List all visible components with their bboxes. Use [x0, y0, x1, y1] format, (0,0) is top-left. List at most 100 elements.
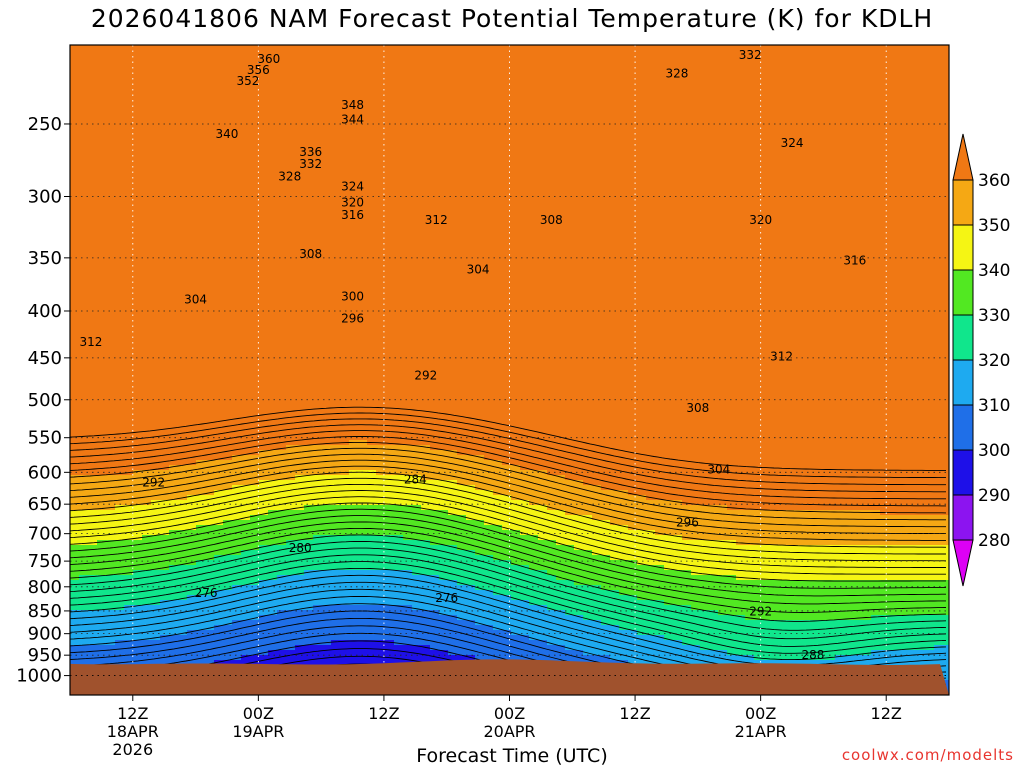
field-cell	[826, 125, 836, 131]
field-cell	[547, 295, 557, 301]
field-cell	[313, 135, 323, 141]
field-cell	[718, 130, 728, 136]
field-cell	[574, 45, 584, 51]
field-cell	[277, 220, 287, 226]
field-cell	[322, 80, 332, 86]
field-cell	[736, 195, 746, 201]
field-cell	[790, 155, 800, 161]
field-cell	[241, 75, 251, 81]
field-cell	[385, 285, 395, 291]
field-cell	[340, 80, 350, 86]
field-cell	[763, 110, 773, 116]
field-cell	[763, 195, 773, 201]
field-cell	[943, 130, 949, 136]
field-cell	[511, 175, 521, 181]
field-cell	[817, 290, 827, 296]
field-cell	[466, 90, 476, 96]
field-cell	[637, 135, 647, 141]
field-cell	[259, 250, 269, 256]
field-cell	[718, 50, 728, 56]
field-cell	[853, 235, 863, 241]
field-cell	[718, 285, 728, 291]
field-cell	[907, 120, 917, 126]
field-cell	[196, 270, 206, 276]
field-cell	[808, 260, 818, 266]
field-cell	[277, 185, 287, 191]
field-cell	[583, 245, 593, 251]
field-cell	[448, 55, 458, 61]
field-cell	[259, 110, 269, 116]
field-cell	[367, 115, 377, 121]
field-cell	[151, 75, 161, 81]
field-cell	[403, 220, 413, 226]
field-cell	[781, 240, 791, 246]
field-cell	[358, 105, 368, 111]
field-cell	[457, 140, 467, 146]
field-cell	[547, 190, 557, 196]
field-cell	[709, 110, 719, 116]
field-cell	[925, 195, 935, 201]
field-cell	[853, 280, 863, 286]
field-cell	[304, 110, 314, 116]
field-cell	[592, 180, 602, 186]
field-cell	[934, 85, 944, 91]
field-cell	[853, 110, 863, 116]
field-cell	[412, 45, 422, 51]
field-cell	[943, 65, 949, 71]
field-cell	[511, 150, 521, 156]
field-cell	[358, 50, 368, 56]
field-cell	[520, 55, 530, 61]
field-cell	[610, 70, 620, 76]
field-cell	[538, 85, 548, 91]
field-cell	[250, 200, 260, 206]
field-cell	[295, 245, 305, 251]
field-cell	[349, 60, 359, 66]
field-cell	[457, 85, 467, 91]
field-cell	[727, 145, 737, 151]
field-cell	[196, 170, 206, 176]
field-cell	[394, 110, 404, 116]
field-cell	[439, 255, 449, 261]
field-cell	[232, 260, 242, 266]
field-cell	[799, 265, 809, 271]
field-cell	[889, 115, 899, 121]
field-cell	[817, 160, 827, 166]
field-cell	[124, 110, 134, 116]
field-cell	[520, 265, 530, 271]
field-cell	[844, 285, 854, 291]
field-cell	[448, 295, 458, 301]
field-cell	[340, 240, 350, 246]
field-cell	[322, 155, 332, 161]
field-cell	[196, 220, 206, 226]
field-cell	[799, 215, 809, 221]
field-cell	[250, 185, 260, 191]
field-cell	[862, 105, 872, 111]
field-cell	[808, 240, 818, 246]
field-cell	[268, 225, 278, 231]
field-cell	[592, 270, 602, 276]
field-cell	[457, 110, 467, 116]
field-cell	[763, 230, 773, 236]
field-cell	[547, 55, 557, 61]
field-cell	[277, 260, 287, 266]
field-cell	[637, 95, 647, 101]
field-cell	[322, 165, 332, 171]
field-cell	[745, 55, 755, 61]
field-cell	[790, 295, 800, 301]
field-cell	[655, 150, 665, 156]
field-cell	[286, 265, 296, 271]
field-cell	[331, 185, 341, 191]
field-cell	[457, 250, 467, 256]
field-cell	[439, 75, 449, 81]
field-cell	[439, 240, 449, 246]
field-cell	[484, 105, 494, 111]
field-cell	[322, 170, 332, 176]
field-cell	[250, 85, 260, 91]
field-cell	[466, 200, 476, 206]
field-cell	[925, 160, 935, 166]
field-cell	[196, 65, 206, 71]
field-cell	[376, 140, 386, 146]
field-cell	[250, 210, 260, 216]
field-cell	[754, 250, 764, 256]
field-cell	[502, 55, 512, 61]
